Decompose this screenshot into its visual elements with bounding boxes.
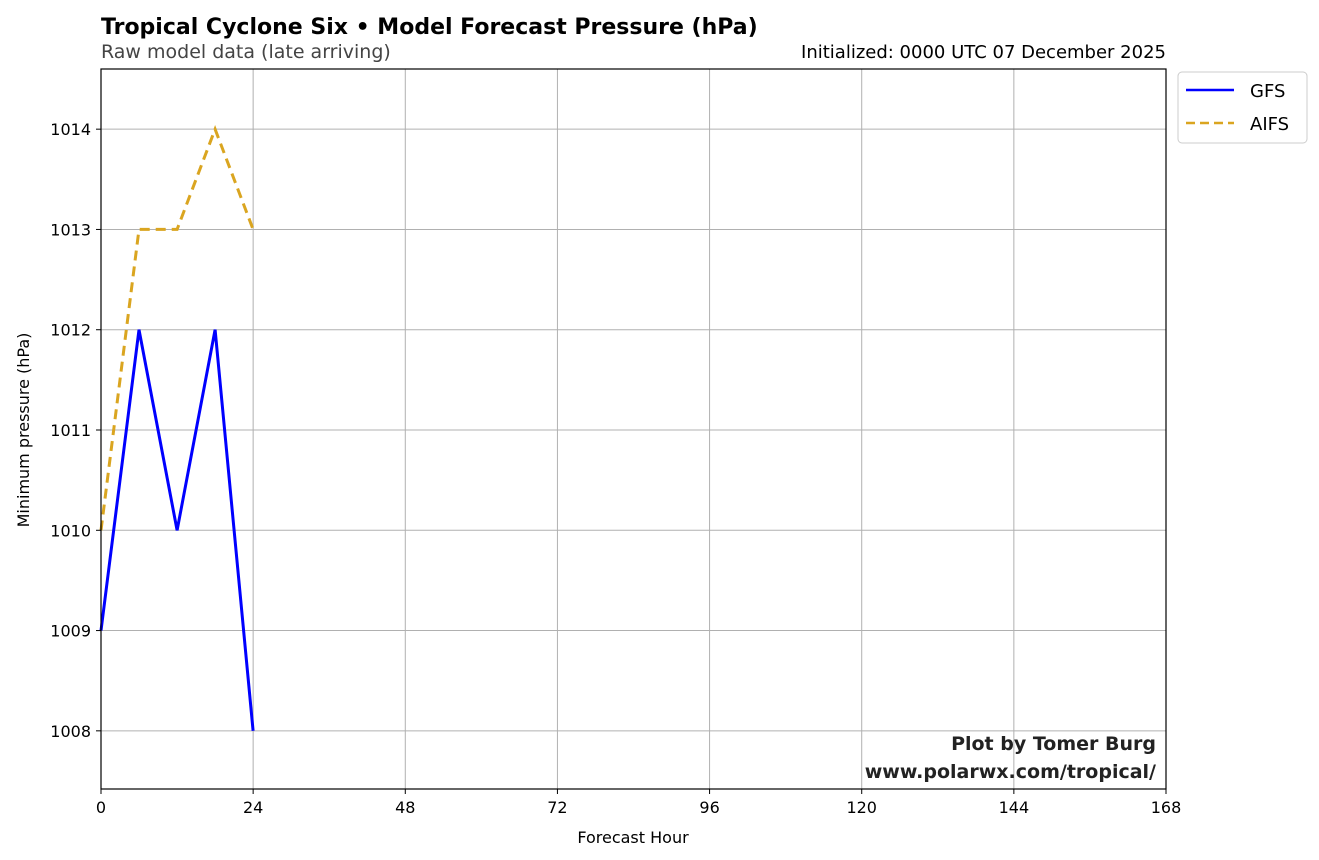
init-time-label: Initialized: 0000 UTC 07 December 2025 <box>801 42 1166 63</box>
y-tick-label: 1009 <box>50 622 91 641</box>
series-line-gfs <box>99 329 255 731</box>
legend-aifs-label: AIFS <box>1250 114 1289 135</box>
x-tick-label: 144 <box>999 798 1030 817</box>
credit-author: Plot by Tomer Burg <box>951 733 1156 755</box>
x-tick-label: 96 <box>699 798 719 817</box>
series-line-aifs <box>99 124 255 531</box>
credit-url: www.polarwx.com/tropical/ <box>865 761 1156 783</box>
x-tick-label: 72 <box>547 798 567 817</box>
x-tick-label: 168 <box>1151 798 1182 817</box>
y-tick-label: 1012 <box>50 321 91 340</box>
axis-ticks: 0 24 48 72 96 120 144 168 1008 1009 1010 1011 1012 10… <box>50 120 1181 817</box>
y-axis-label: Minimum pressure (hPa) <box>14 333 33 528</box>
y-tick-label: 1014 <box>50 120 91 139</box>
x-axis-label: Forecast Hour <box>577 828 689 847</box>
y-tick-label: 1008 <box>50 722 91 741</box>
x-tick-label: 120 <box>846 798 877 817</box>
series-lines <box>99 124 255 731</box>
grid-lines <box>100 69 1167 789</box>
x-tick-label: 48 <box>395 798 415 817</box>
legend-gfs-label: GFS <box>1250 81 1285 102</box>
legend: GFS AIFS <box>1177 71 1308 144</box>
chart-title: Tropical Cyclone Six • Model Forecast Pr… <box>101 15 758 40</box>
x-tick-label: 24 <box>243 798 263 817</box>
y-tick-label: 1013 <box>50 220 91 239</box>
x-tick-label: 0 <box>96 798 106 817</box>
y-tick-label: 1010 <box>50 521 91 540</box>
chart-subtitle: Raw model data (late arriving) <box>101 41 391 63</box>
y-tick-label: 1011 <box>50 421 91 440</box>
plot-frame <box>100 68 1167 790</box>
